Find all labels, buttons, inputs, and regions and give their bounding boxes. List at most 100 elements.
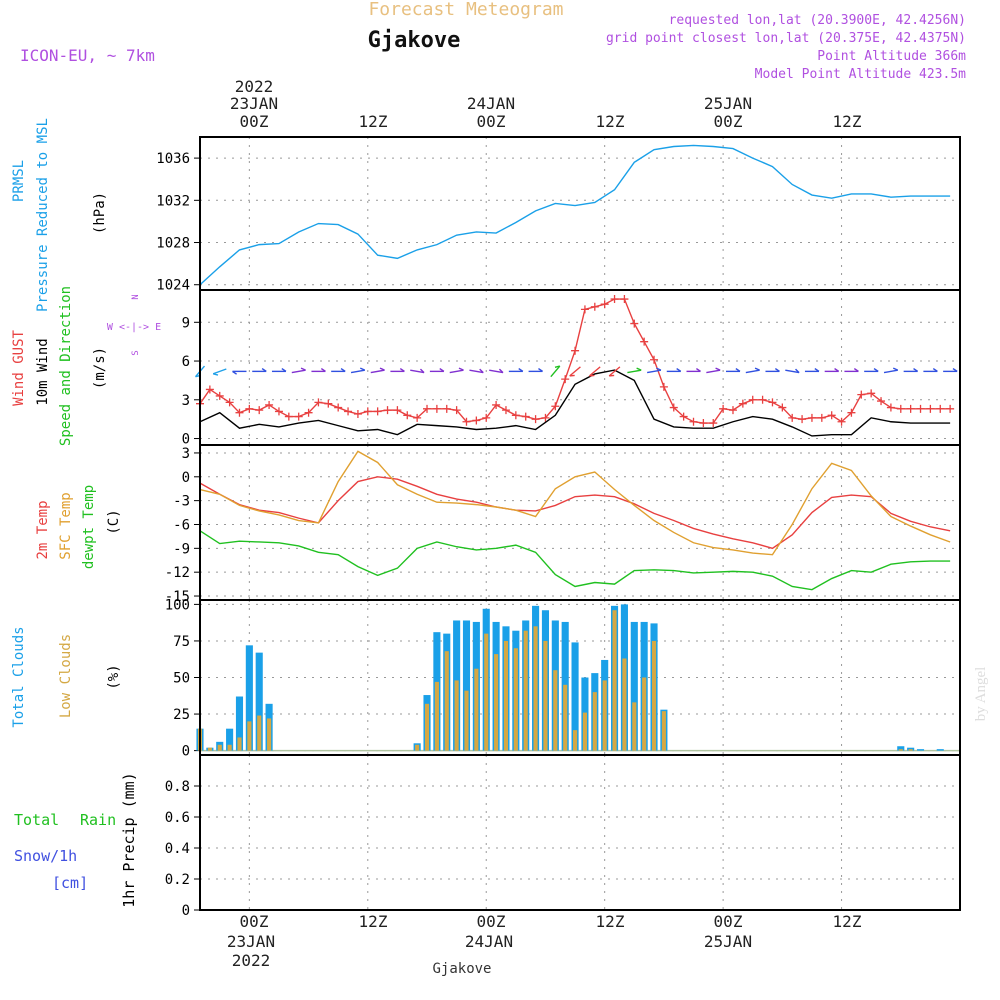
bottom-tick-1: 00Z [240,912,269,931]
gust-point [847,408,856,417]
wind-barb [588,366,601,377]
ytick-label: 1036 [156,151,190,167]
ytick-label: 1028 [156,236,190,252]
gust-point [225,398,234,407]
wind-barb-head [399,367,405,372]
gust-point [926,404,935,413]
low-cloud-bar [543,640,548,751]
ytick-label: 0 [182,903,190,919]
ytick-label: 100 [165,597,190,613]
gust-point [807,413,816,422]
top-tick-6: 12Z [833,112,862,131]
ytick-label: -12 [165,565,190,581]
wind-barb-head [932,367,938,372]
gust-point [353,410,362,418]
gust-point [521,412,530,421]
requested-coords: requested lon,lat (20.3900E, 42.4256N) [669,13,966,28]
low-cloud-bar [642,677,647,751]
ytick-label: 0.4 [165,841,190,857]
compass-we: W <-|-> E [107,322,161,333]
total-cloud-bar [907,747,915,751]
top-tick-4: 12Z [596,112,625,131]
panel-5: 0 0.2 0.4 0.6 0.8 [165,754,961,919]
gust-point [916,404,925,413]
gust-point [304,408,313,417]
ytick-label: 3 [182,393,190,409]
low-cloud-bar [484,633,489,751]
gust-point [738,399,747,408]
low-cloud-bar [898,749,903,751]
gust-point [472,416,481,425]
gust-point [709,419,718,428]
wind-barb [569,366,581,377]
gust-point [551,402,560,411]
gust-point [679,412,688,421]
wind-barb-head [281,367,287,372]
top-tick-2: 12Z [359,112,388,131]
wind-barb [350,369,365,374]
panel-4: 0 25 50 75 100 [165,597,961,760]
low-cloud-bar [582,712,587,751]
low-cloud-bar [622,658,627,751]
point-altitude: Point Altitude 366m [817,49,966,64]
gust-point [748,395,757,404]
gust-point [561,375,570,384]
total-cloud-bar [245,645,253,751]
gust-point [363,407,372,416]
compass-n: N [131,294,141,299]
ytick-label: 0.6 [165,810,190,826]
wind-barb-head [300,367,306,371]
pressure-msl-label: Pressure Reduced to MSL [35,118,51,312]
gust-point [324,399,333,408]
low-cloud-bar [227,744,232,751]
low-cloud-bar [247,721,252,751]
snow-unit: [cm] [52,874,88,892]
wind-barb-head [853,367,859,372]
gust-point [630,319,639,328]
ytick-label: 0 [182,432,190,448]
ytick-label: -3 [173,494,190,510]
low-cloud-bar [474,668,479,751]
ytick-label: 3 [182,446,190,462]
gust-point [650,355,659,364]
gust-point [788,413,797,422]
gust-point [373,407,382,416]
bottom-date-2: 24JAN [465,932,513,951]
gust-point [640,337,649,346]
bottom-date-1: 23JAN [227,932,275,951]
total-label: Total [14,811,59,829]
series-line-sfc-temp [199,450,951,556]
gust-point [590,302,599,311]
gust-point [511,411,520,420]
low-cloud-bar [602,680,607,751]
gust-point [413,413,422,422]
top-tick-5: 00Z [714,112,743,131]
gust-point [215,391,224,400]
gust-point [492,400,501,409]
gust-point [827,411,836,420]
gust-point [442,404,451,413]
ytick-label: 6 [182,354,190,370]
top-date-3: 25JAN [704,94,752,113]
low-cloud-bar [207,747,212,751]
wind-speed-dir-label: Speed and Direction [58,286,74,446]
panel-3: -15 -12 -9 -6 -3 0 3 [165,444,961,605]
gust-point [334,403,343,412]
gust-point [837,417,846,426]
model-altitude: Model Point Altitude 423.5m [755,67,966,82]
wind-barb-head [359,367,366,371]
series-line-dewpt-temp [199,530,951,591]
low-cloud-bar [464,690,469,751]
bottom-tick-4: 12Z [596,912,625,931]
wind-barb-head [479,368,484,374]
gust-point [531,415,540,424]
gust-point [877,397,886,406]
gust-point [294,412,303,421]
gust-point [314,398,323,407]
gust-point [906,404,915,413]
gust-point [867,389,876,398]
gust-point [689,417,698,426]
wind-unit: (m/s) [92,347,108,389]
total-cloud-bar [235,696,244,751]
wind-barb-head [754,367,760,371]
